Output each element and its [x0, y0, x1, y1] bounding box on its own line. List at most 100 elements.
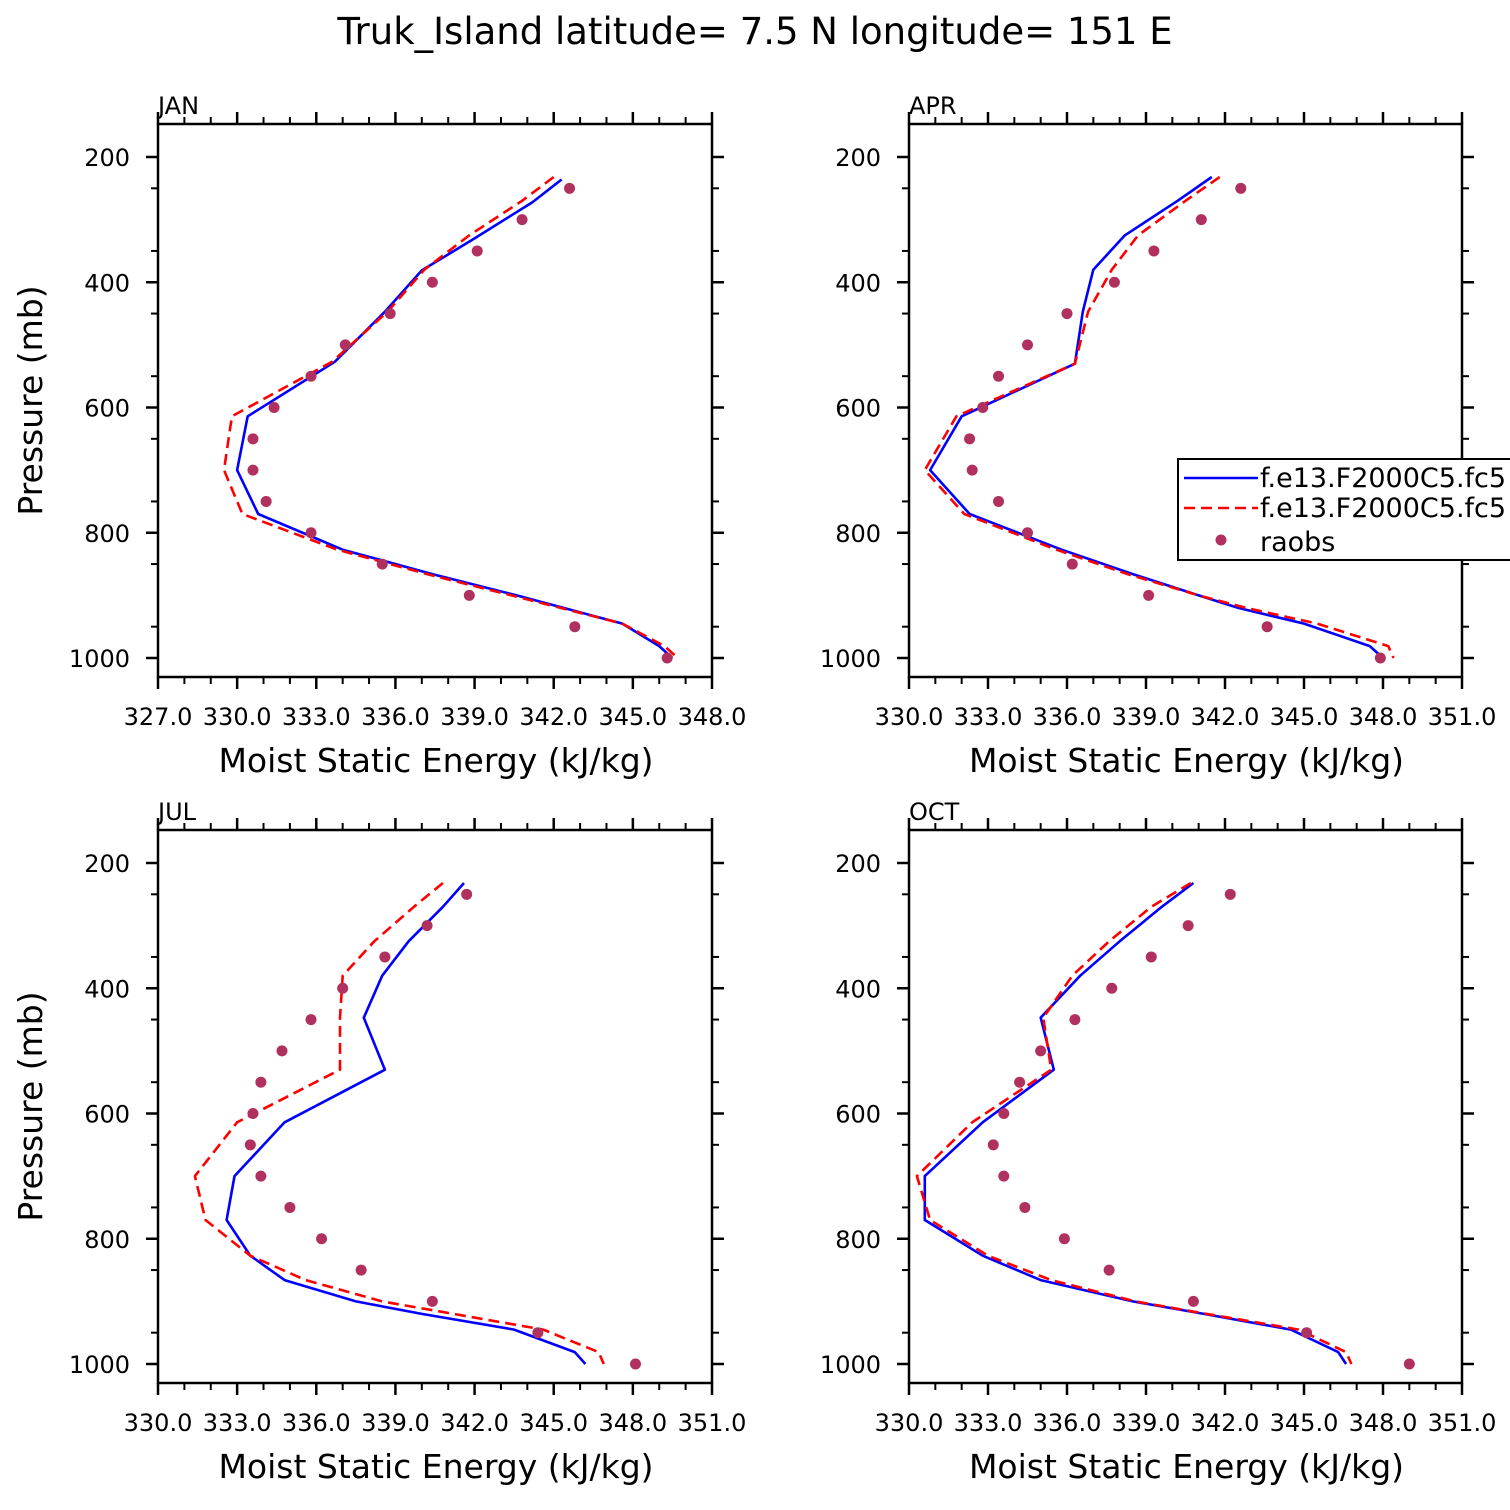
series-line-solid — [923, 881, 1348, 1365]
y-tick-label: 200 — [84, 850, 130, 878]
raobs-point — [1022, 339, 1033, 351]
raobs-point — [964, 433, 976, 445]
panel-oct: 330.0 333.0 336.0 339.0 342.0 345.0 348.0 351.0… — [820, 798, 1496, 1486]
x-tick-label: 336.0 — [282, 1409, 351, 1437]
x-tick-label: 333.0 — [954, 1409, 1023, 1437]
y-tick-label: 600 — [84, 395, 130, 423]
x-tick-label: 330.0 — [875, 1409, 944, 1437]
raobs-point — [1182, 920, 1194, 932]
raobs-point — [993, 495, 1005, 507]
raobs-point — [247, 464, 259, 476]
raobs-point — [1061, 308, 1073, 320]
series-line-dashed — [923, 175, 1395, 659]
plot-frame — [156, 828, 714, 1385]
raobs-point — [1106, 982, 1118, 994]
raobs-point — [247, 433, 259, 445]
panels: 327.0 330.0 333.0 336.0 339.0 342.0 345.0 348.0… — [11, 92, 1496, 1486]
raobs-point — [516, 214, 528, 226]
raobs-point — [1224, 888, 1236, 900]
x-tick-label: 351.0 — [678, 1409, 747, 1437]
y-tick-label: 600 — [835, 1101, 881, 1129]
x-tick-label: 342.0 — [519, 703, 588, 731]
raobs-point — [255, 1076, 267, 1088]
y-tick-label: 200 — [835, 850, 881, 878]
raobs-point — [1187, 1295, 1199, 1307]
series-line-dashed — [915, 881, 1353, 1365]
raobs-point — [977, 402, 989, 413]
raobs-point — [661, 652, 673, 664]
panel-label: OCT — [909, 798, 960, 826]
raobs-point — [1148, 245, 1160, 257]
y-tick-label: 200 — [84, 144, 130, 172]
raobs-point — [1103, 1264, 1115, 1276]
legend-label: f.e13.F2000C5.fc5 — [1260, 493, 1506, 524]
raobs-point — [1374, 652, 1386, 664]
raobs-point — [1108, 276, 1120, 288]
panel-apr: 330.0 333.0 336.0 339.0 342.0 345.0 348.0 351.0… — [820, 92, 1496, 780]
series-line-solid — [928, 175, 1384, 659]
raobs-point — [1143, 589, 1155, 601]
y-tick-label: 400 — [835, 975, 881, 1003]
raobs-point — [1069, 1014, 1081, 1026]
y-tick-label: 400 — [835, 269, 881, 297]
raobs-point — [1066, 558, 1078, 570]
raobs-point — [1403, 1358, 1415, 1370]
x-axis-label: Moist Static Energy (kJ/kg) — [969, 741, 1404, 780]
x-tick-label: 339.0 — [1112, 703, 1181, 731]
x-tick-label: 345.0 — [519, 1409, 588, 1437]
x-axis-label: Moist Static Energy (kJ/kg) — [218, 741, 653, 780]
x-tick-label: 330.0 — [203, 703, 272, 731]
raobs-point — [255, 1170, 267, 1182]
raobs-point — [993, 370, 1005, 382]
y-tick-label: 1000 — [820, 645, 881, 673]
raobs-point — [1261, 621, 1273, 633]
panel-jul: 330.0 333.0 336.0 339.0 342.0 345.0 348.0 351.0… — [11, 798, 746, 1486]
plot-frame — [907, 828, 1464, 1385]
y-tick-label: 1000 — [69, 1351, 130, 1379]
x-tick-label: 342.0 — [440, 1409, 509, 1437]
x-tick-label: 330.0 — [124, 1409, 193, 1437]
raobs-point — [461, 888, 473, 900]
x-tick-label: 336.0 — [1033, 703, 1102, 731]
y-tick-label: 800 — [84, 1226, 130, 1254]
x-tick-label: 330.0 — [875, 703, 944, 731]
raobs-point — [1019, 1201, 1031, 1213]
raobs-point — [1014, 1076, 1026, 1088]
raobs-point — [629, 1358, 641, 1370]
panel-label: APR — [909, 92, 957, 120]
raobs-point — [426, 1295, 438, 1307]
x-tick-label: 348.0 — [598, 1409, 667, 1437]
raobs-point — [1301, 1327, 1313, 1339]
x-tick-label: 345.0 — [1270, 1409, 1339, 1437]
y-tick-label: 600 — [84, 1101, 130, 1129]
raobs-point — [564, 182, 576, 194]
raobs-point — [998, 1108, 1010, 1119]
plot-frame — [907, 122, 1464, 679]
raobs-point — [1145, 951, 1157, 963]
raobs-point — [276, 1045, 288, 1057]
raobs-point — [244, 1139, 256, 1151]
y-axis-label: Pressure (mb) — [11, 285, 50, 515]
raobs-point — [966, 464, 978, 476]
raobs-point — [376, 558, 388, 570]
raobs-point — [379, 951, 391, 963]
raobs-point — [1035, 1045, 1047, 1057]
legend-label: f.e13.F2000C5.fc5 — [1260, 463, 1506, 494]
raobs-point — [316, 1233, 328, 1245]
series-line-dashed — [222, 175, 679, 659]
y-tick-label: 800 — [835, 1226, 881, 1254]
legend-label: raobs — [1260, 527, 1335, 558]
y-tick-label: 800 — [84, 520, 130, 548]
x-tick-label: 342.0 — [1191, 703, 1260, 731]
raobs-point — [305, 370, 317, 382]
raobs-point — [268, 402, 280, 413]
raobs-point — [260, 495, 272, 507]
raobs-point — [426, 276, 438, 288]
x-tick-label: 351.0 — [1428, 703, 1497, 731]
y-axis-label: Pressure (mb) — [11, 991, 50, 1221]
raobs-point — [1058, 1233, 1070, 1245]
raobs-point — [1235, 182, 1247, 194]
raobs-point — [532, 1327, 544, 1339]
